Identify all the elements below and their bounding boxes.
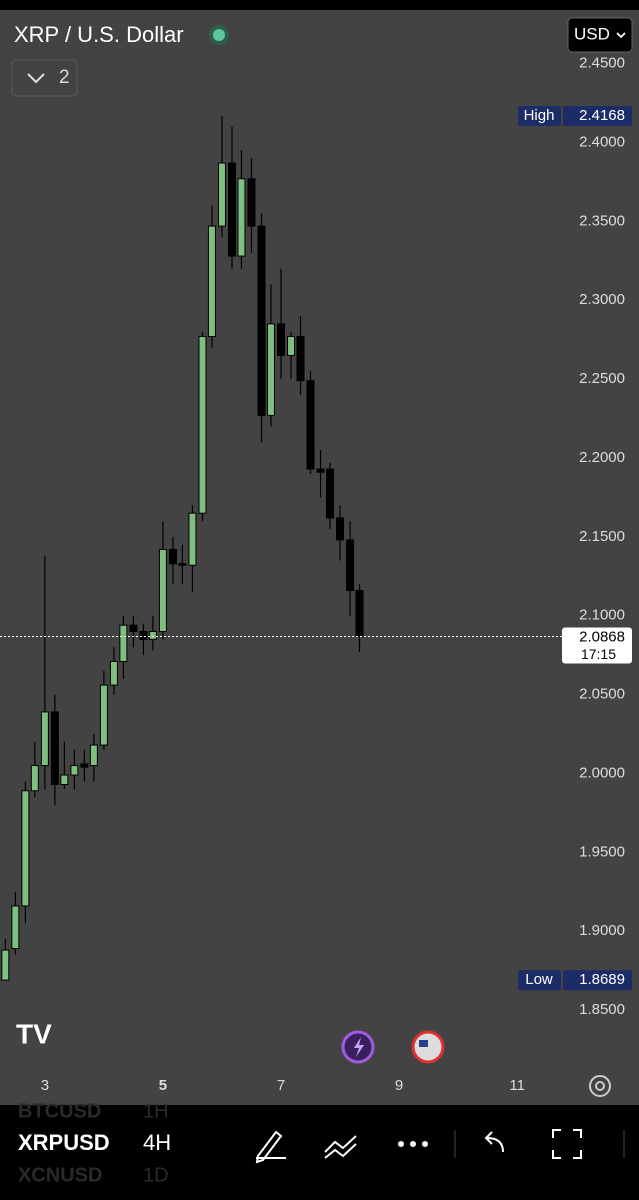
y-tick-label: 2.3000 (579, 291, 625, 308)
symbol-title: XRP / U.S. Dollar (14, 22, 184, 47)
candle-body (346, 539, 355, 591)
last-price-box (562, 627, 632, 664)
other-symbol[interactable]: XCNUSD (18, 1164, 102, 1186)
y-tick-label: 1.9500 (579, 843, 625, 860)
other-interval[interactable]: 1D (143, 1164, 169, 1186)
x-tick-label: 7 (277, 1077, 285, 1094)
candle-body (316, 468, 325, 473)
indicator-chevron (27, 73, 45, 84)
y-tick-label: 2.1000 (579, 607, 625, 624)
more-icon[interactable] (398, 1141, 428, 1147)
indicator-count: 2 (59, 67, 70, 88)
logo: TV (16, 1018, 52, 1049)
candle-body (1, 949, 10, 981)
other-symbol[interactable]: BTCUSD (18, 1100, 101, 1122)
y-tick-label: 2.2000 (579, 449, 625, 466)
x-tick-label: 3 (41, 1077, 49, 1094)
y-tick-label: 1.8500 (579, 1001, 625, 1018)
indicators-icon[interactable] (324, 1135, 357, 1159)
marker-tag-label: High (524, 107, 555, 124)
candle-body (129, 624, 138, 632)
candle-body (158, 548, 167, 632)
candle-body (30, 765, 39, 792)
candle-body (40, 711, 49, 767)
marker-tag-label: Low (525, 971, 553, 988)
y-tick-label: 2.0500 (579, 686, 625, 703)
countdown-label: 17:15 (581, 646, 616, 662)
lightning-bolt (354, 1037, 364, 1057)
candle-body (119, 624, 128, 662)
candle-body (21, 790, 30, 907)
marker-value-box (563, 106, 632, 126)
x-tick-label: 5 (159, 1077, 167, 1094)
candle-body (306, 380, 315, 470)
draw-icon[interactable] (255, 1130, 286, 1164)
settings-icon[interactable] (589, 1075, 611, 1097)
x-tick-label: 11 (509, 1077, 525, 1094)
candle-body (188, 512, 197, 566)
marker-tag (518, 970, 561, 991)
candle-body (277, 323, 285, 356)
candle-body (50, 711, 59, 785)
plot: 1.8500 1.9000 1.9500 2.0000 2.0500 2.1000 2.15… (0, 55, 632, 1094)
candle-body (99, 684, 108, 746)
candle-body (109, 660, 118, 686)
y-tick-label: 2.0000 (579, 764, 625, 781)
flag-canton (419, 1040, 428, 1047)
y-tick-label: 2.1500 (579, 528, 625, 545)
candle-body (139, 630, 148, 640)
chart-background (0, 10, 639, 1105)
candle-body (237, 178, 246, 257)
candle-body (247, 178, 256, 227)
candle-body (178, 563, 187, 566)
status-dot (213, 29, 225, 41)
candle-body (287, 336, 296, 356)
toolbar (0, 1105, 639, 1200)
indicator-toggle[interactable] (11, 59, 78, 97)
candle-body (89, 744, 98, 767)
toolbar-symbol[interactable]: XRPUSD (18, 1130, 110, 1155)
candle-body (198, 336, 207, 514)
candle-body (355, 589, 364, 638)
candle-body (228, 162, 237, 257)
currency-chevron (616, 32, 626, 39)
y-tick-label: 1.9000 (579, 922, 625, 939)
candle-body (207, 225, 216, 338)
candle-body (217, 162, 226, 227)
candle-body (336, 517, 345, 541)
other-interval[interactable]: 1H (143, 1100, 169, 1122)
candle-body (266, 323, 275, 416)
currency-label: USD (574, 24, 610, 43)
marker-tag (518, 106, 561, 126)
candle-body (11, 905, 20, 950)
candle-body (257, 225, 266, 416)
y-tick-label: 2.2500 (579, 370, 625, 387)
candle-body (60, 774, 69, 785)
candle-body (296, 336, 305, 382)
last-price-label: 2.0868 (579, 629, 625, 646)
settings-inner (595, 1081, 605, 1091)
marker-value-label: 1.8689 (579, 971, 625, 988)
status-strip (0, 0, 639, 10)
toolbar-interval[interactable]: 4H (143, 1130, 171, 1155)
candle-body (148, 630, 157, 640)
x-tick-label: 9 (395, 1077, 403, 1094)
candle-body (325, 468, 334, 519)
marker-value-label: 2.4168 (579, 107, 625, 124)
y-tick-label: 2.4500 (579, 55, 625, 72)
currency-button[interactable] (567, 17, 633, 53)
marker-value-box (563, 970, 632, 991)
y-tick-label: 2.3500 (579, 212, 625, 229)
candle-body (80, 763, 89, 768)
fullscreen-icon[interactable] (552, 1129, 582, 1159)
candle-body (168, 548, 177, 565)
undo-icon[interactable] (484, 1131, 504, 1153)
candle-body (70, 765, 79, 776)
y-tick-label: 2.4000 (579, 133, 625, 150)
